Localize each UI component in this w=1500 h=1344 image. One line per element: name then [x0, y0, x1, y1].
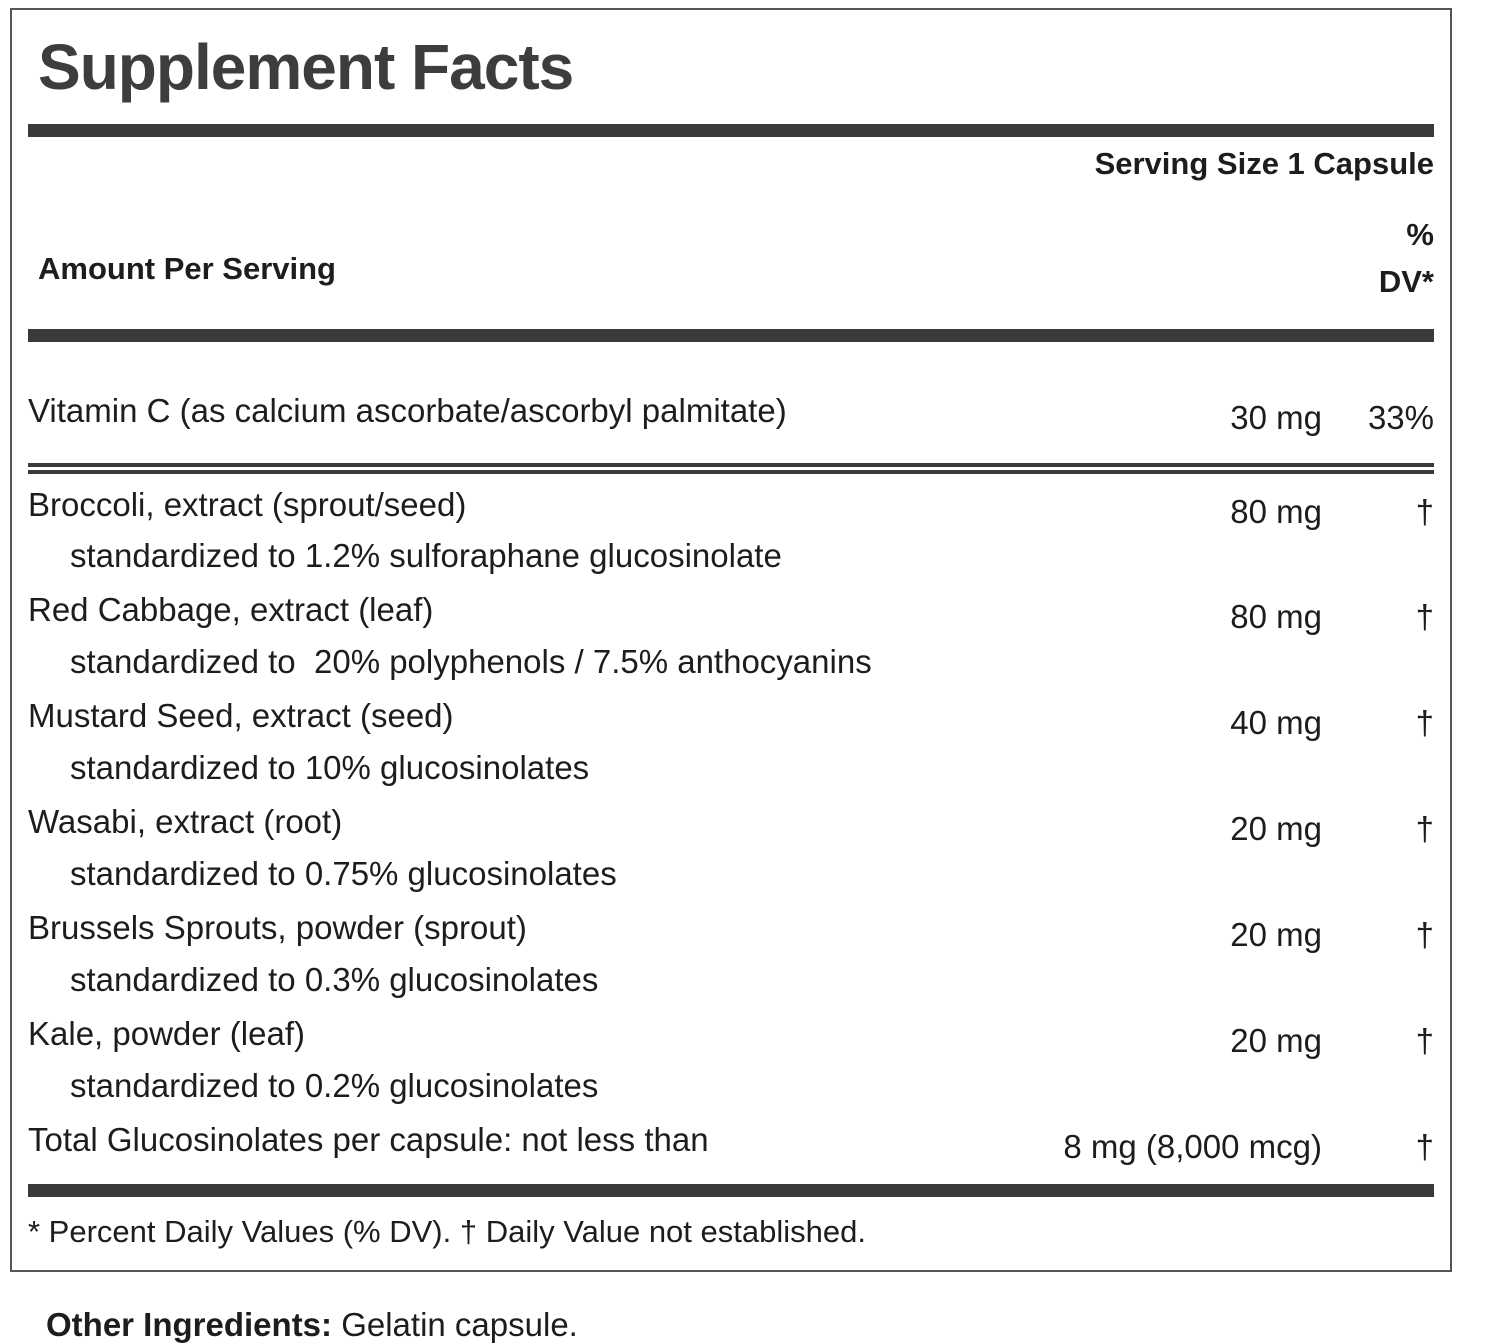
panel-title: Supplement Facts	[38, 31, 574, 103]
ingredient-dv: †	[1415, 598, 1434, 636]
divider-bar-top	[28, 124, 1434, 138]
dv-header: DV*	[1378, 263, 1434, 299]
ingredient-dv: 33%	[1367, 398, 1434, 436]
column-header-row: Amount Per Serving % DV*	[28, 211, 1434, 313]
percent-header: %	[1406, 216, 1434, 252]
ingredient-amount: 20 mg	[1230, 916, 1322, 954]
ingredient-amount: 80 mg	[1230, 492, 1322, 530]
percent-dv-header: % DV*	[1379, 211, 1434, 313]
ingredient-name: Broccoli, extract (sprout/seed)	[28, 485, 467, 523]
ingredient-name: Wasabi, extract (root)	[28, 803, 343, 841]
daily-value-footnote: * Percent Daily Values (% DV). † Daily V…	[28, 1213, 866, 1249]
other-ingredients-label: Other Ingredients:	[46, 1305, 333, 1343]
amount-per-serving-header: Amount Per Serving	[38, 250, 336, 286]
ingredient-name: Total Glucosinolates per capsule: not le…	[28, 1120, 709, 1158]
ingredient-amount: 20 mg	[1230, 1021, 1322, 1059]
standardization-note: standardized to 0.3% glucosinolates	[70, 960, 599, 998]
standardization-note: standardized to 1.2% sulforaphane glucos…	[70, 537, 782, 575]
ingredient-row: Total Glucosinolates per capsule: not le…	[28, 1109, 1434, 1165]
serving-size: Serving Size 1 Capsule	[1094, 146, 1434, 182]
ingredient-name: Vitamin C (as calcium ascorbate/ascorbyl…	[28, 391, 787, 429]
ingredient-name: Red Cabbage, extract (leaf)	[28, 591, 434, 629]
ingredient-dv: †	[1415, 704, 1434, 742]
standardization-note: standardized to 0.75% glucosinolates	[70, 855, 617, 893]
ingredient-row: Brussels Sprouts, powder (sprout) 20 mg …	[28, 897, 1434, 953]
divider-bar-bottom	[28, 1183, 1434, 1197]
ingredient-name: Kale, powder (leaf)	[28, 1014, 305, 1052]
ingredient-dv: †	[1415, 1021, 1434, 1059]
other-ingredients-value: Gelatin capsule.	[332, 1305, 578, 1343]
ingredient-row: Wasabi, extract (root) 20 mg †	[28, 791, 1434, 847]
ingredient-row: Kale, powder (leaf) 20 mg †	[28, 1003, 1434, 1059]
ingredient-amount: 8 mg (8,000 mcg)	[1063, 1127, 1322, 1165]
ingredient-rows: Vitamin C (as calcium ascorbate/ascorbyl…	[28, 342, 1434, 1170]
standardization-note: standardized to 10% glucosinolates	[70, 749, 590, 787]
ingredient-name: Brussels Sprouts, powder (sprout)	[28, 909, 527, 947]
ingredient-amount: 80 mg	[1230, 598, 1322, 636]
other-ingredients: Other Ingredients: Gelatin capsule.	[46, 1306, 1500, 1344]
ingredient-name: Mustard Seed, extract (seed)	[28, 697, 454, 735]
divider-bar-header	[28, 328, 1434, 342]
ingredient-dv: †	[1415, 916, 1434, 954]
ingredient-amount: 20 mg	[1230, 810, 1322, 848]
ingredient-row: Red Cabbage, extract (leaf) 80 mg †	[28, 579, 1434, 635]
standardization-note: standardized to 20% polyphenols / 7.5% a…	[70, 643, 872, 681]
ingredient-dv: †	[1415, 810, 1434, 848]
ingredient-dv: †	[1415, 492, 1434, 530]
supplement-facts-panel: Supplement Facts Serving Size 1 Capsule …	[10, 8, 1452, 1272]
standardization-note: standardized to 0.2% glucosinolates	[70, 1066, 599, 1104]
ingredient-row: Mustard Seed, extract (seed) 40 mg †	[28, 685, 1434, 741]
ingredient-amount: 40 mg	[1230, 704, 1322, 742]
ingredient-row: Vitamin C (as calcium ascorbate/ascorbyl…	[28, 342, 1434, 449]
double-divider	[28, 462, 1434, 474]
ingredient-row: Broccoli, extract (sprout/seed) 80 mg †	[28, 474, 1434, 530]
ingredient-amount: 30 mg	[1230, 398, 1322, 436]
ingredient-dv: †	[1415, 1127, 1434, 1165]
